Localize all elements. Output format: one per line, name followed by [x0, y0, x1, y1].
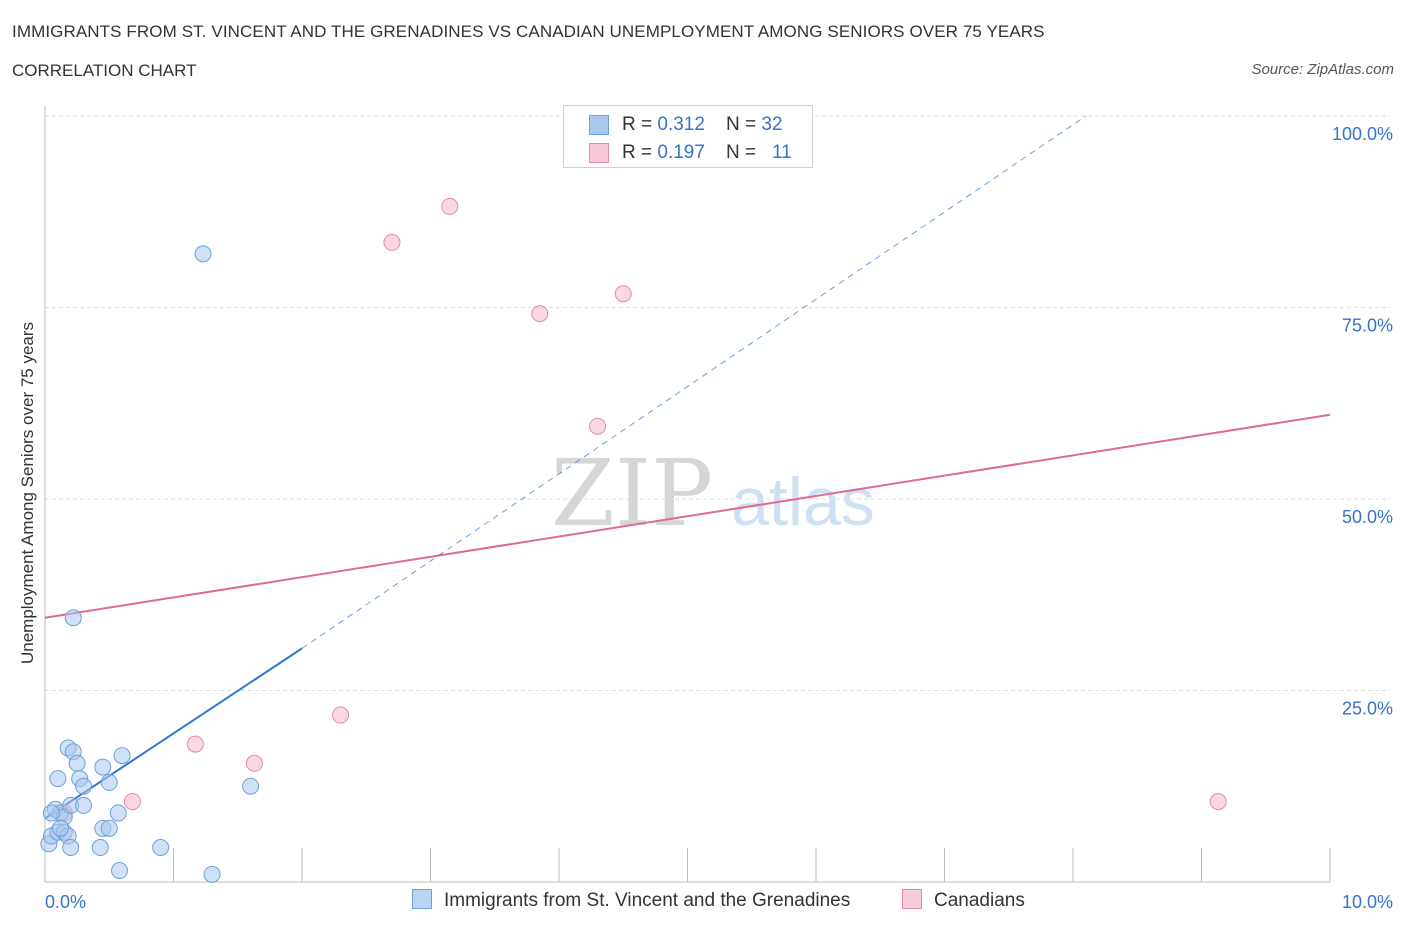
immigrants-point — [109, 804, 127, 822]
immigrants-point — [94, 758, 112, 776]
immigrants-point — [242, 777, 260, 795]
immigrants-point — [75, 777, 93, 795]
legend-swatch-pink — [589, 143, 609, 163]
canadians-point — [614, 285, 632, 303]
series-swatch-pink — [902, 889, 922, 909]
canadians-point — [531, 305, 549, 323]
canadians-point — [589, 417, 607, 435]
grid-lines — [45, 115, 1390, 691]
immigrants-point — [100, 819, 118, 837]
y-axis-label: Unemployment Among Seniors over 75 years — [18, 321, 37, 665]
series-legend-canadians: Canadians — [902, 889, 1025, 912]
immigrants-point — [203, 865, 221, 883]
tick-labels: 25.0% 50.0% 75.0% 100.0% 0.0% 10.0% — [45, 124, 1393, 912]
immigrants-point — [75, 796, 93, 814]
series-legend-immigrants: Immigrants from St. Vincent and the Gren… — [412, 889, 850, 912]
immigrants-point — [51, 819, 69, 837]
series-swatch-blue — [412, 889, 432, 909]
legend-swatch-blue — [589, 115, 609, 135]
immigrants-trend-extension — [301, 115, 1087, 649]
immigrants-point — [91, 839, 109, 857]
immigrants-point — [194, 245, 212, 263]
legend-text-canadians: R = 0.197 N = 11 — [622, 142, 792, 164]
y-tick-label: 25.0% — [1342, 699, 1393, 719]
legend-text-immigrants: R = 0.312 N = 32 — [622, 114, 783, 136]
immigrants-point — [68, 754, 86, 772]
immigrants-point — [42, 804, 60, 822]
immigrants-point — [64, 609, 82, 627]
r-label: R = — [622, 114, 658, 135]
n-value: 11 — [771, 142, 792, 163]
canadians-point — [332, 706, 350, 724]
r-label: R = — [622, 142, 658, 163]
immigrants-point — [62, 839, 80, 857]
watermark-zip: ZIP — [551, 440, 713, 547]
immigrants-point — [111, 862, 129, 880]
data-points — [40, 197, 1227, 883]
watermark: ZIP atlas — [551, 440, 875, 547]
axes — [44, 106, 1331, 883]
canadians-point — [123, 793, 141, 811]
y-tick-label: 100.0% — [1332, 124, 1393, 144]
immigrants-point — [100, 773, 118, 791]
series-name-immigrants: Immigrants from St. Vincent and the Gren… — [444, 890, 851, 911]
n-label: N = — [726, 114, 762, 135]
watermark-atlas: atlas — [731, 464, 875, 540]
source-credit: Source: ZipAtlas.com — [1251, 61, 1394, 78]
r-value: 0.312 — [657, 114, 705, 135]
series-name-canadians: Canadians — [934, 890, 1025, 911]
canadians-point — [186, 735, 204, 753]
r-value: 0.197 — [657, 142, 705, 163]
n-value: 32 — [761, 114, 783, 135]
canadians-trend-line — [44, 413, 1331, 619]
y-tick-label: 50.0% — [1342, 507, 1393, 527]
immigrants-point — [49, 770, 67, 788]
immigrants-point — [152, 839, 170, 857]
x-tick-label: 10.0% — [1342, 892, 1393, 912]
chart-subtitle: CORRELATION CHART — [12, 61, 197, 80]
immigrants-point — [113, 747, 131, 765]
n-label: N = — [726, 142, 762, 163]
correlation-legend: R = 0.312 N = 32 R = 0.197 N = 11 — [563, 105, 813, 168]
x-tick-label: 0.0% — [45, 892, 86, 912]
canadians-point — [245, 754, 263, 772]
canadians-point — [1209, 793, 1227, 811]
y-tick-label: 75.0% — [1342, 316, 1393, 336]
canadians-point — [441, 197, 459, 215]
chart-title: IMMIGRANTS FROM ST. VINCENT AND THE GREN… — [12, 22, 1045, 41]
canadians-point — [383, 233, 401, 251]
